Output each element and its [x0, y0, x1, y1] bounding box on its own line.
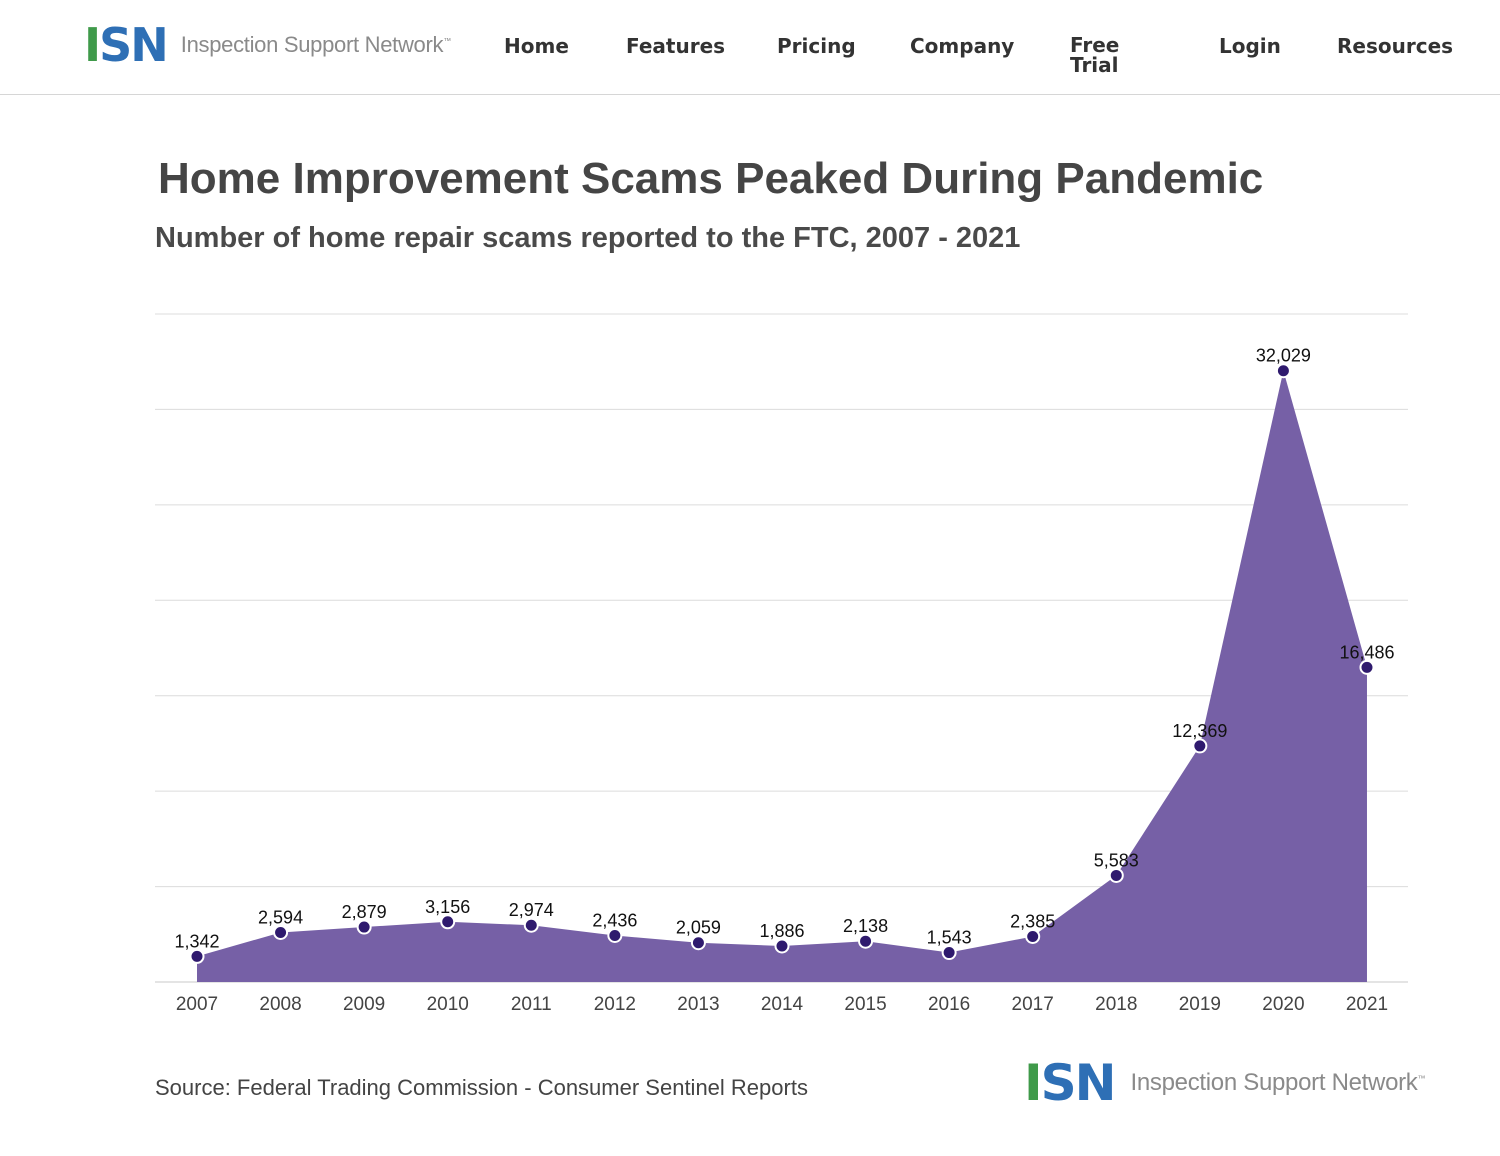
data-label-2019: 12,369: [1172, 721, 1227, 741]
x-tick-2011: 2011: [511, 994, 552, 1015]
x-tick-2010: 2010: [427, 994, 469, 1015]
nav-company[interactable]: Company: [910, 34, 1015, 58]
top-navigation-bar: ISN Inspection Support Network™ Home Fea…: [0, 0, 1500, 95]
nav-free-trial[interactable]: Free Trial: [1070, 33, 1120, 77]
x-tick-2009: 2009: [343, 994, 385, 1015]
nav-home[interactable]: Home: [504, 34, 569, 58]
data-point-2010: [440, 914, 456, 930]
x-tick-2015: 2015: [844, 994, 886, 1015]
area-series: [197, 370, 1367, 983]
data-label-2021: 16,486: [1339, 642, 1394, 662]
data-point-2012: [607, 928, 623, 944]
data-point-2011: [523, 917, 539, 933]
data-point-2018: [1108, 867, 1124, 883]
chart-title: Home Improvement Scams Peaked During Pan…: [158, 154, 1264, 203]
data-label-2016: 1,543: [927, 928, 972, 948]
data-point-2021: [1359, 659, 1375, 675]
data-point-2016: [941, 945, 957, 961]
x-tick-2013: 2013: [677, 994, 719, 1015]
data-point-2014: [774, 938, 790, 954]
isn-footer-logo-text: Inspection Support Network™: [1130, 1069, 1426, 1096]
isn-logo-text: Inspection Support Network™: [180, 32, 451, 57]
x-tick-2017: 2017: [1012, 994, 1054, 1015]
data-label-2011: 2,974: [509, 900, 554, 920]
isn-footer-logo-mark: ISN: [1024, 1054, 1116, 1112]
x-tick-2016: 2016: [928, 994, 970, 1015]
data-label-2010: 3,156: [425, 897, 470, 917]
data-label-2012: 2,436: [592, 911, 637, 931]
data-point-2013: [690, 935, 706, 951]
nav-login[interactable]: Login: [1219, 34, 1281, 58]
chart-subtitle: Number of home repair scams reported to …: [155, 222, 1021, 254]
data-label-2009: 2,879: [342, 902, 387, 922]
x-tick-2007: 2007: [176, 994, 218, 1015]
data-labels: 1,342 2,594 2,879 3,156 2,974 2,436 2,059 1,886…: [174, 346, 1394, 952]
data-label-2020: 32,029: [1256, 346, 1311, 366]
data-label-2013: 2,059: [676, 918, 721, 938]
data-point-2017: [1025, 928, 1041, 944]
source-note: Source: Federal Trading Commission - Con…: [155, 1075, 808, 1100]
nav-resources[interactable]: Resources: [1337, 34, 1454, 58]
data-label-2017: 2,385: [1010, 911, 1055, 931]
isn-footer-logo: ISN Inspection Support Network™: [1024, 1054, 1426, 1112]
data-point-2009: [356, 919, 372, 935]
data-label-2018: 5,583: [1094, 850, 1139, 870]
nav-features[interactable]: Features: [626, 34, 726, 58]
x-tick-2014: 2014: [761, 994, 804, 1015]
x-tick-2008: 2008: [259, 994, 301, 1015]
x-tick-2020: 2020: [1262, 994, 1304, 1015]
x-tick-2012: 2012: [594, 994, 636, 1015]
data-label-2007: 1,342: [174, 931, 219, 951]
isn-logo[interactable]: ISN Inspection Support Network™: [84, 22, 451, 68]
data-point-2019: [1192, 738, 1208, 754]
isn-logo-mark: ISN: [84, 18, 169, 72]
data-point-2008: [273, 924, 289, 940]
nav-pricing[interactable]: Pricing: [777, 34, 856, 58]
data-point-2020: [1275, 363, 1291, 379]
x-tick-2018: 2018: [1095, 994, 1137, 1015]
data-label-2014: 1,886: [759, 921, 804, 941]
data-points: [189, 363, 1375, 964]
data-label-2008: 2,594: [258, 907, 303, 927]
x-tick-2021: 2021: [1346, 994, 1388, 1015]
data-point-2007: [189, 948, 205, 964]
data-label-2015: 2,138: [843, 916, 888, 936]
data-point-2015: [858, 933, 874, 949]
x-tick-2019: 2019: [1179, 994, 1221, 1015]
x-axis-ticks: 2007 2008 2009 2010 2011 2012 2013 2014 2015 2016…: [176, 994, 1388, 1015]
